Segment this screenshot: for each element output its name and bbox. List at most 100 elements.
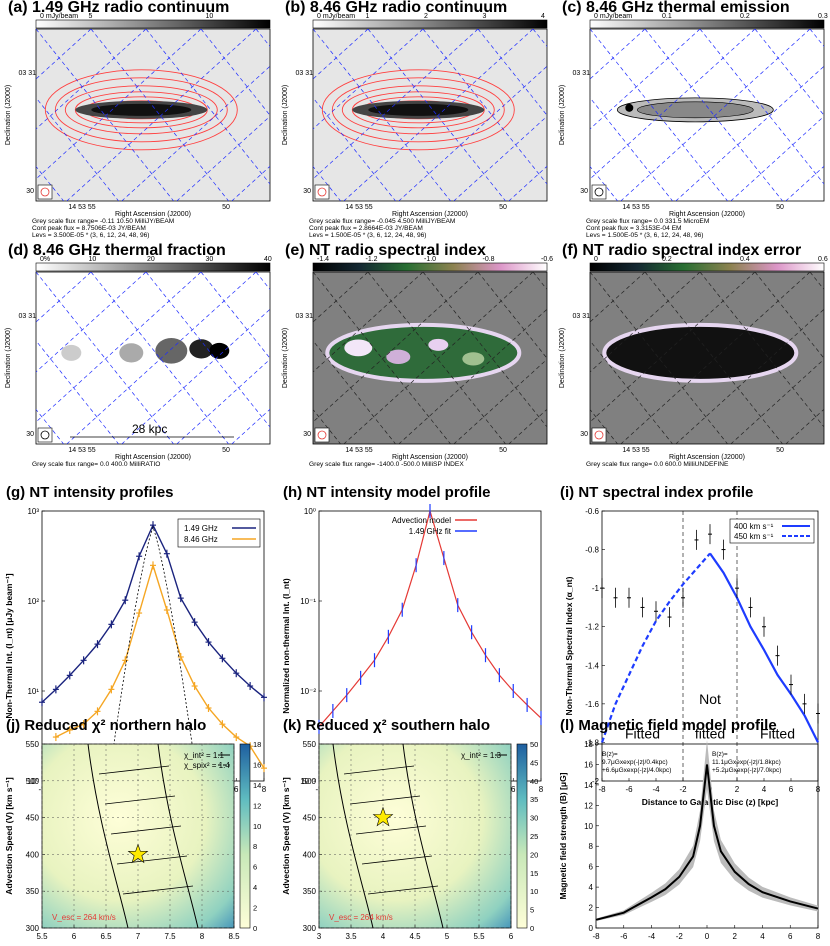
chi2-contour <box>343 765 415 775</box>
colorbar-tick: 40 <box>530 777 538 786</box>
ra-grid-line <box>699 29 824 185</box>
axes-frame <box>595 743 819 929</box>
dec-tick: 03 31 <box>572 70 590 77</box>
heatmap <box>42 744 234 928</box>
chi2-contour <box>122 885 194 895</box>
ra-grid-line <box>477 29 547 116</box>
dec-grid-line <box>590 29 701 130</box>
beam-profile <box>108 526 198 782</box>
ra-grid-line <box>36 272 174 444</box>
dec-tick: 03 31 <box>18 313 36 320</box>
x-axis-label: Distance to Galactic Disc (z) [kpc] <box>85 797 222 807</box>
model-equation: B(z)= <box>602 751 618 758</box>
colorbar-label: 0 <box>594 256 598 263</box>
dec-axis-label: Declination (J2000) <box>559 85 566 145</box>
ra-axis-label: Right Ascension (J2000) <box>669 211 745 218</box>
model-equation: 11.1μGxexp(-|z|/1.8kpc) <box>712 759 781 766</box>
ra-axis-label: Right Ascension (J2000) <box>115 211 191 218</box>
x-tick-label: -8 <box>592 932 600 941</box>
colorbar <box>239 743 251 929</box>
colorbar-tick: 0.2 <box>740 13 750 20</box>
y-axis-label: Non-Thermal Spectral Index (α_nt) <box>564 576 574 715</box>
legend-label: Advection model <box>392 516 451 525</box>
series-line <box>55 562 265 769</box>
map-svg: 0 0.2 0.4 0.6 03 31 30 Declination (J2000) 14 5… <box>559 256 828 468</box>
ra-grid-line <box>145 272 270 428</box>
dec-grid-line <box>590 272 701 373</box>
x-tick-label: 6 <box>788 932 793 941</box>
x-tick-label: -4 <box>652 785 660 794</box>
ra-tick: 14 53 55 <box>68 447 95 454</box>
colorbar-label: 0 mJy/beam <box>317 13 355 20</box>
colorbar-tick: 10 <box>89 256 97 263</box>
legend-label: 1.49 GHz fit <box>409 527 452 536</box>
plot-title: (l) Magnetic field model profile <box>560 717 777 734</box>
dec-grid-line <box>730 115 824 201</box>
colorbar-tick: 30 <box>206 256 214 263</box>
plot-title: (g) NT intensity profiles <box>6 484 174 501</box>
contour <box>331 77 505 143</box>
dec-grid-line <box>590 29 646 80</box>
galaxy-emission <box>91 103 192 116</box>
ra-grid-line <box>590 97 673 201</box>
ra-grid-line <box>313 97 396 201</box>
y-tick-label: 500 <box>26 777 40 786</box>
dec-tick: 30 <box>580 431 588 438</box>
x-tick-label: -4 <box>371 785 379 794</box>
plot-i: (i) NT spectral index profile -8 -6 -4 -2 0 2 4… <box>560 484 821 807</box>
y-tick-label: 16 <box>584 760 593 769</box>
colorbar-tick: -1.0 <box>424 256 436 263</box>
colorbar-tick: 18 <box>253 740 261 749</box>
dec-axis-label: Declination (J2000) <box>559 328 566 388</box>
map-svg: 0 mJy/beam 5 10 03 31 30 Declination (J2000) 1… <box>5 13 271 239</box>
legend-label: 8.46 GHz <box>184 535 218 544</box>
chi2-contour <box>367 885 439 895</box>
x-tick-label: 0 <box>151 785 156 794</box>
plot-l: (l) Magnetic field model profile -8 -6 -4 -2… <box>558 717 821 946</box>
y-axis-label: Normalized non-thermal Int. (I_nt) <box>281 578 291 714</box>
y-tick-label: 10⁰ <box>304 507 316 516</box>
contour <box>321 69 515 151</box>
map-caption: Cont peak flux = 2.8664E-03 JY/BEAM <box>309 225 423 232</box>
map-panel-b: (b) 8.46 GHz radio continuum 0 mJy/beam 1 2… <box>277 0 553 240</box>
chi2-contour <box>157 743 199 929</box>
legend-label: χ_int² = 1.1 <box>184 751 225 760</box>
galaxy-emission <box>602 322 799 383</box>
ra-tick: 14 53 55 <box>622 447 649 454</box>
y-tick-label: -0.8 <box>585 546 599 555</box>
map-panel-f: (f) NT radio spectral index error 0 0.2 0.4… <box>554 242 830 483</box>
ra-tick: 50 <box>222 447 230 454</box>
y-axis-label: Non-Thermal Int. (I_nt) [μJy beam⁻¹] <box>4 573 14 718</box>
dec-grid-line <box>675 308 824 444</box>
x-tick-label: -8 <box>315 785 323 794</box>
ra-grid-line <box>477 272 547 359</box>
ra-grid-line <box>90 29 229 201</box>
colorbar <box>589 262 825 272</box>
beam-circle <box>594 187 604 197</box>
x-tick-label: -4 <box>94 785 102 794</box>
ra-grid-line <box>422 29 547 185</box>
model-equation: +6.6μGxexp(-|z|/4.0kpc) <box>602 767 671 774</box>
galaxy-emission <box>368 103 469 116</box>
map-svg: 0 mJy/beam 1 2 3 4 03 31 30 Declination (J2000)… <box>282 13 548 239</box>
legend-label: χ_spix² = 1.4 <box>184 761 230 770</box>
colorbar-label: 0 mJy/beam <box>594 13 632 20</box>
x-tick-label: 6 <box>234 785 239 794</box>
beam-circle <box>40 430 50 440</box>
colorbar-tick: 3 <box>483 13 487 20</box>
axes-frame <box>318 510 542 782</box>
panel-title: (f) NT radio spectral index error <box>562 242 802 259</box>
colorbar-tick: 1 <box>366 13 370 20</box>
ra-grid-line <box>313 340 396 444</box>
ra-axis-label: Right Ascension (J2000) <box>392 211 468 218</box>
colorbar-label: 0 mJy/beam <box>40 13 78 20</box>
y-tick-label: -2 <box>592 777 600 786</box>
legend-label: 1.49 GHz <box>184 524 218 533</box>
y-tick-label: 400 <box>303 850 317 859</box>
x-axis-label: Distance to Galactic Disc (z) [kpc] <box>362 797 499 807</box>
x-tick-label: -6 <box>343 785 351 794</box>
ra-grid-line <box>754 272 824 359</box>
beam-box <box>37 184 53 200</box>
x-tick-label: 6 <box>72 932 77 941</box>
axes-frame <box>41 743 235 929</box>
